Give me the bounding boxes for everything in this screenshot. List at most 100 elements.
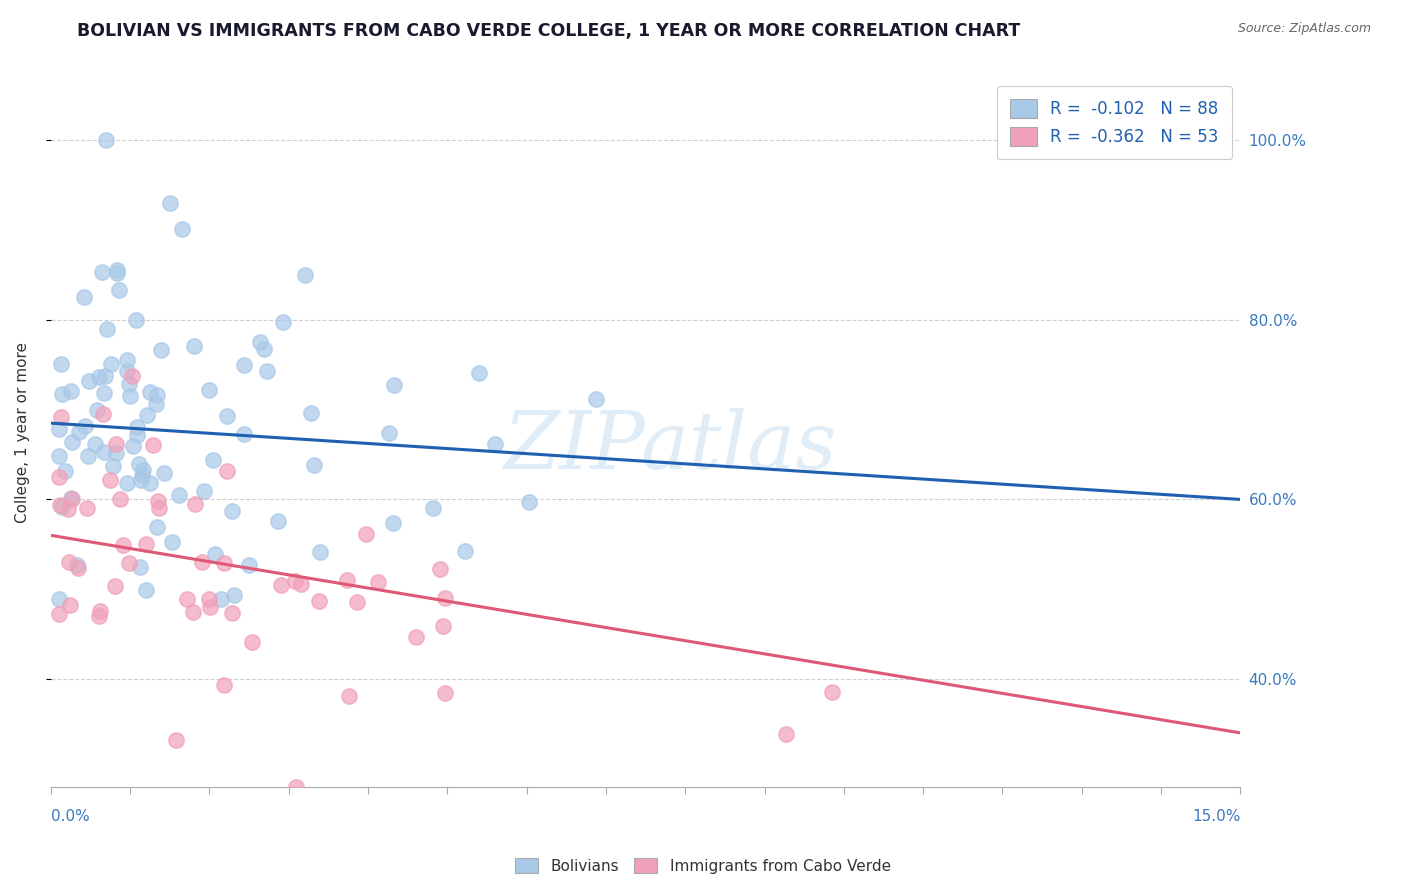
Point [209,591,232,606]
Point [354,527,377,541]
Point [139,385,162,400]
Point [77,374,100,388]
Point [89,604,111,618]
Point [167,488,190,502]
Point [104,446,127,460]
Point [138,475,160,490]
Point [217,409,239,423]
Point [101,458,124,473]
Point [821,684,844,698]
Point [484,437,506,451]
Point [122,439,145,453]
Point [105,266,128,280]
Point [217,464,239,478]
Point [468,366,491,380]
Point [104,437,127,451]
Point [585,392,607,407]
Point [53,464,76,478]
Point [49,499,72,513]
Point [49,357,72,371]
Point [120,389,142,403]
Point [165,732,187,747]
Point [232,359,254,373]
Point [290,576,312,591]
Text: ZIPatlas: ZIPatlas [502,408,837,485]
Point [145,397,167,411]
Point [454,543,477,558]
Point [148,501,170,516]
Point [72,290,94,304]
Point [284,574,307,588]
Point [104,579,127,593]
Point [66,558,89,572]
Point [193,484,215,499]
Point [48,422,70,436]
Point [129,473,152,487]
Point [135,583,157,598]
Point [146,520,169,534]
Point [309,545,332,559]
Point [204,547,226,561]
Point [132,463,155,477]
Point [49,409,72,424]
Point [422,501,444,516]
Point [48,607,70,621]
Point [160,534,183,549]
Point [202,453,225,467]
Point [382,516,405,530]
Point [212,678,235,692]
Point [221,606,243,620]
Point [100,358,122,372]
Point [308,594,330,608]
Point [51,500,73,514]
Point [170,221,193,235]
Point [115,364,138,378]
Point [89,370,111,384]
Point [76,500,98,515]
Legend: Bolivians, Immigrants from Cabo Verde: Bolivians, Immigrants from Cabo Verde [509,852,897,880]
Point [100,474,122,488]
Text: 15.0%: 15.0% [1192,809,1240,824]
Point [256,364,278,378]
Text: BOLIVIAN VS IMMIGRANTS FROM CABO VERDE COLLEGE, 1 YEAR OR MORE CORRELATION CHART: BOLIVIAN VS IMMIGRANTS FROM CABO VERDE C… [77,22,1021,40]
Point [284,780,307,794]
Point [270,577,292,591]
Point [238,558,260,573]
Point [48,591,70,606]
Point [142,438,165,452]
Y-axis label: College, 1 year or more: College, 1 year or more [15,342,30,523]
Point [93,444,115,458]
Point [135,537,157,551]
Point [121,369,143,384]
Legend: R =  -0.102   N = 88, R =  -0.362   N = 53: R = -0.102 N = 88, R = -0.362 N = 53 [997,86,1232,160]
Point [198,600,221,615]
Point [58,555,80,569]
Point [59,491,82,506]
Point [59,598,82,612]
Point [267,514,290,528]
Point [337,689,360,703]
Point [60,492,83,507]
Point [433,686,456,700]
Point [75,419,97,434]
Point [184,497,207,511]
Point [56,502,79,516]
Point [96,133,118,147]
Point [90,265,112,279]
Point [294,268,316,282]
Point [159,196,181,211]
Point [299,406,322,420]
Point [89,608,111,623]
Point [86,402,108,417]
Point [150,343,173,357]
Point [212,556,235,570]
Point [93,368,115,383]
Point [105,263,128,277]
Point [432,619,454,633]
Point [198,592,221,607]
Point [302,458,325,472]
Point [51,387,73,401]
Point [405,630,427,644]
Point [67,561,90,575]
Point [128,457,150,471]
